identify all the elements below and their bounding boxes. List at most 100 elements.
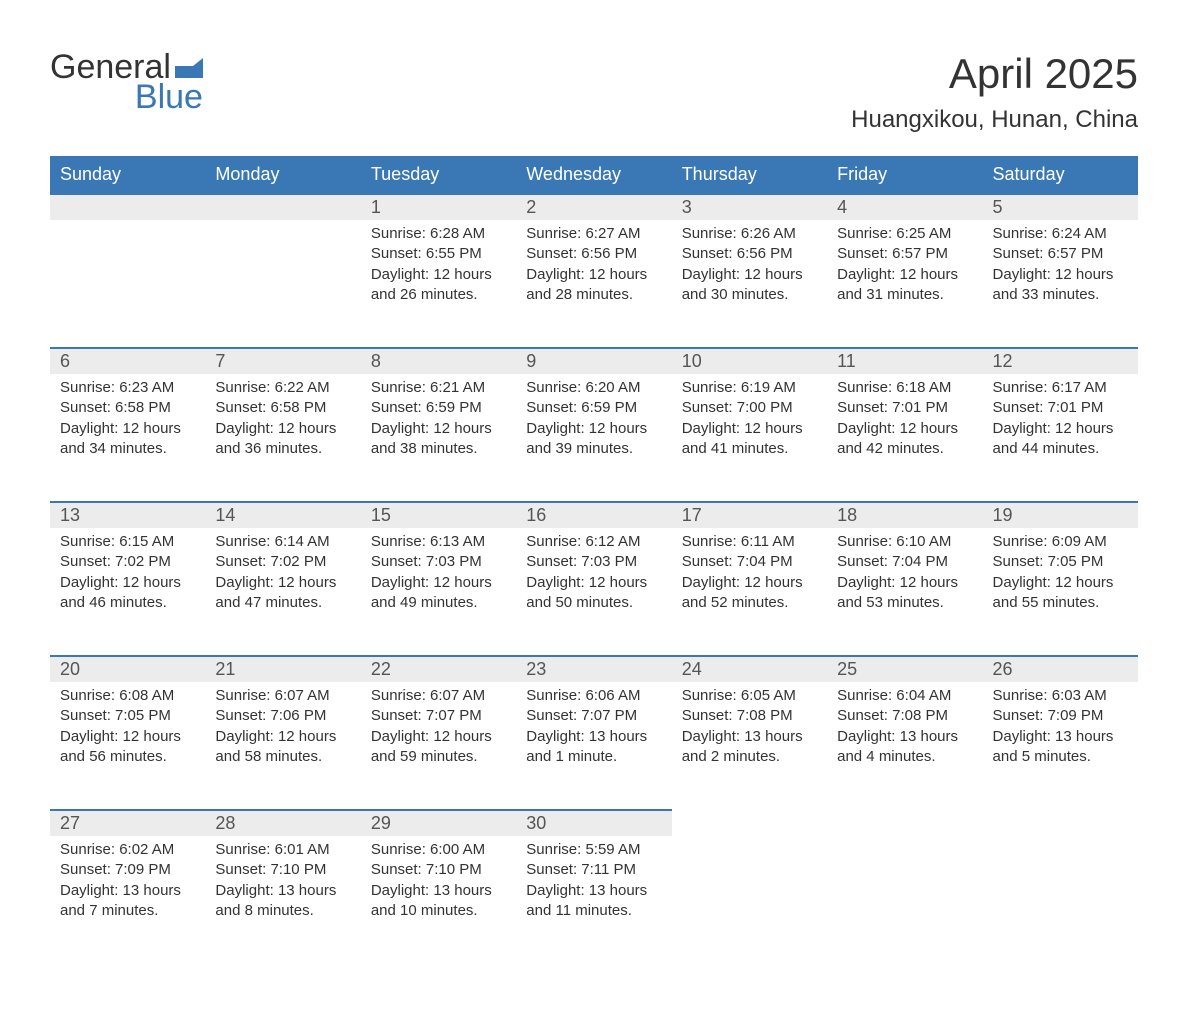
- daylight-line: Daylight: 12 hours and 59 minutes.: [371, 727, 506, 768]
- day-number-cell: 26: [983, 656, 1138, 682]
- day-content-cell: Sunrise: 6:15 AMSunset: 7:02 PMDaylight:…: [50, 528, 205, 656]
- day-number-cell: 22: [361, 656, 516, 682]
- day-content-cell: Sunrise: 6:10 AMSunset: 7:04 PMDaylight:…: [827, 528, 982, 656]
- day-content-cell: Sunrise: 6:20 AMSunset: 6:59 PMDaylight:…: [516, 374, 671, 502]
- sunset-line: Sunset: 7:01 PM: [837, 398, 972, 418]
- sunrise-line: Sunrise: 6:15 AM: [60, 532, 195, 552]
- day-number-cell: 19: [983, 502, 1138, 528]
- daylight-line: Daylight: 12 hours and 46 minutes.: [60, 573, 195, 614]
- day-content-cell: Sunrise: 6:07 AMSunset: 7:06 PMDaylight:…: [205, 682, 360, 810]
- logo: General Blue: [50, 50, 203, 114]
- sunset-line: Sunset: 7:07 PM: [526, 706, 661, 726]
- daylight-line: Daylight: 12 hours and 47 minutes.: [215, 573, 350, 614]
- day-content-cell: Sunrise: 6:13 AMSunset: 7:03 PMDaylight:…: [361, 528, 516, 656]
- sunrise-line: Sunrise: 6:06 AM: [526, 686, 661, 706]
- day-header: Wednesday: [516, 156, 671, 194]
- day-number-cell: 27: [50, 810, 205, 836]
- sunset-line: Sunset: 6:58 PM: [215, 398, 350, 418]
- day-content-cell: Sunrise: 6:04 AMSunset: 7:08 PMDaylight:…: [827, 682, 982, 810]
- sunset-line: Sunset: 6:57 PM: [837, 244, 972, 264]
- day-number-cell: 17: [672, 502, 827, 528]
- sunset-line: Sunset: 7:10 PM: [215, 860, 350, 880]
- day-number-cell: 28: [205, 810, 360, 836]
- day-content-cell: Sunrise: 6:07 AMSunset: 7:07 PMDaylight:…: [361, 682, 516, 810]
- daylight-line: Daylight: 13 hours and 2 minutes.: [682, 727, 817, 768]
- daylight-line: Daylight: 12 hours and 44 minutes.: [993, 419, 1128, 460]
- daylight-line: Daylight: 12 hours and 56 minutes.: [60, 727, 195, 768]
- week-daynum-row: 13141516171819: [50, 502, 1138, 528]
- day-number-cell: [50, 194, 205, 220]
- sunrise-line: Sunrise: 6:00 AM: [371, 840, 506, 860]
- sunrise-line: Sunrise: 6:19 AM: [682, 378, 817, 398]
- day-number-cell: 30: [516, 810, 671, 836]
- day-number-cell: 10: [672, 348, 827, 374]
- day-header: Thursday: [672, 156, 827, 194]
- sunrise-line: Sunrise: 6:25 AM: [837, 224, 972, 244]
- sunrise-line: Sunrise: 6:24 AM: [993, 224, 1128, 244]
- sunset-line: Sunset: 7:08 PM: [837, 706, 972, 726]
- sunset-line: Sunset: 6:59 PM: [371, 398, 506, 418]
- day-number-cell: 4: [827, 194, 982, 220]
- day-header: Monday: [205, 156, 360, 194]
- day-number-cell: 18: [827, 502, 982, 528]
- daylight-line: Daylight: 12 hours and 26 minutes.: [371, 265, 506, 306]
- daylight-line: Daylight: 13 hours and 11 minutes.: [526, 881, 661, 922]
- day-number-cell: 14: [205, 502, 360, 528]
- daylight-line: Daylight: 12 hours and 42 minutes.: [837, 419, 972, 460]
- day-number-cell: 7: [205, 348, 360, 374]
- sunrise-line: Sunrise: 6:02 AM: [60, 840, 195, 860]
- sunrise-line: Sunrise: 6:09 AM: [993, 532, 1128, 552]
- daylight-line: Daylight: 12 hours and 50 minutes.: [526, 573, 661, 614]
- day-content-cell: [205, 220, 360, 348]
- page-title: April 2025: [851, 50, 1138, 98]
- daylight-line: Daylight: 13 hours and 7 minutes.: [60, 881, 195, 922]
- day-content-cell: Sunrise: 6:12 AMSunset: 7:03 PMDaylight:…: [516, 528, 671, 656]
- sunset-line: Sunset: 7:07 PM: [371, 706, 506, 726]
- sunrise-line: Sunrise: 6:04 AM: [837, 686, 972, 706]
- day-content-cell: Sunrise: 5:59 AMSunset: 7:11 PMDaylight:…: [516, 836, 671, 963]
- week-content-row: Sunrise: 6:08 AMSunset: 7:05 PMDaylight:…: [50, 682, 1138, 810]
- sunrise-line: Sunrise: 6:27 AM: [526, 224, 661, 244]
- sunrise-line: Sunrise: 6:11 AM: [682, 532, 817, 552]
- sunrise-line: Sunrise: 6:22 AM: [215, 378, 350, 398]
- daylight-line: Daylight: 12 hours and 55 minutes.: [993, 573, 1128, 614]
- sunrise-line: Sunrise: 6:01 AM: [215, 840, 350, 860]
- day-number-cell: 6: [50, 348, 205, 374]
- day-number-cell: 21: [205, 656, 360, 682]
- day-content-cell: Sunrise: 6:00 AMSunset: 7:10 PMDaylight:…: [361, 836, 516, 963]
- sunset-line: Sunset: 7:11 PM: [526, 860, 661, 880]
- sunset-line: Sunset: 6:57 PM: [993, 244, 1128, 264]
- sunset-line: Sunset: 6:58 PM: [60, 398, 195, 418]
- sunset-line: Sunset: 7:03 PM: [526, 552, 661, 572]
- sunset-line: Sunset: 7:02 PM: [60, 552, 195, 572]
- sunrise-line: Sunrise: 6:07 AM: [371, 686, 506, 706]
- day-number-cell: 11: [827, 348, 982, 374]
- sunrise-line: Sunrise: 6:28 AM: [371, 224, 506, 244]
- sunrise-line: Sunrise: 6:08 AM: [60, 686, 195, 706]
- day-content-cell: Sunrise: 6:23 AMSunset: 6:58 PMDaylight:…: [50, 374, 205, 502]
- day-number-cell: 9: [516, 348, 671, 374]
- week-content-row: Sunrise: 6:02 AMSunset: 7:09 PMDaylight:…: [50, 836, 1138, 963]
- sunrise-line: Sunrise: 6:18 AM: [837, 378, 972, 398]
- sunrise-line: Sunrise: 5:59 AM: [526, 840, 661, 860]
- day-header: Tuesday: [361, 156, 516, 194]
- day-content-cell: Sunrise: 6:05 AMSunset: 7:08 PMDaylight:…: [672, 682, 827, 810]
- sunset-line: Sunset: 6:56 PM: [526, 244, 661, 264]
- daylight-line: Daylight: 12 hours and 52 minutes.: [682, 573, 817, 614]
- day-number-cell: [205, 194, 360, 220]
- day-number-cell: 1: [361, 194, 516, 220]
- day-number-cell: 20: [50, 656, 205, 682]
- daylight-line: Daylight: 13 hours and 4 minutes.: [837, 727, 972, 768]
- day-content-cell: Sunrise: 6:24 AMSunset: 6:57 PMDaylight:…: [983, 220, 1138, 348]
- day-content-cell: [672, 836, 827, 963]
- sunrise-line: Sunrise: 6:07 AM: [215, 686, 350, 706]
- daylight-line: Daylight: 13 hours and 10 minutes.: [371, 881, 506, 922]
- day-number-cell: 2: [516, 194, 671, 220]
- day-content-cell: Sunrise: 6:19 AMSunset: 7:00 PMDaylight:…: [672, 374, 827, 502]
- day-header: Sunday: [50, 156, 205, 194]
- day-number-cell: 25: [827, 656, 982, 682]
- day-header: Saturday: [983, 156, 1138, 194]
- sunset-line: Sunset: 6:56 PM: [682, 244, 817, 264]
- sunrise-line: Sunrise: 6:03 AM: [993, 686, 1128, 706]
- daylight-line: Daylight: 12 hours and 53 minutes.: [837, 573, 972, 614]
